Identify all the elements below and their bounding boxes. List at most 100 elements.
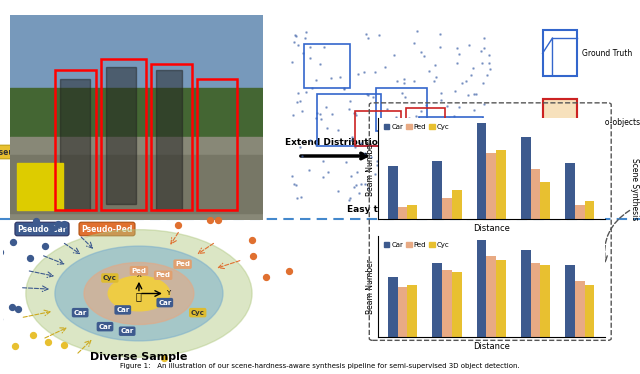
Point (478, 177, 488, 183)
Point (474, 137, 484, 142)
Point (472, 159, 483, 165)
Point (365, 154, 376, 160)
Point (470, 91, 481, 96)
Y-axis label: Beam Number: Beam Number (366, 141, 375, 196)
Bar (531, 169, 540, 219)
Point (291, 32, 301, 38)
Point (409, 77, 419, 83)
Point (298, 50, 308, 56)
Point (389, 52, 399, 58)
Point (485, 132, 495, 138)
Point (321, 104, 331, 110)
Point (53, 221, 63, 227)
Point (307, 85, 317, 91)
Point (346, 173, 356, 179)
Point (472, 158, 482, 164)
Point (58, 342, 68, 348)
Point (430, 62, 440, 68)
Text: Scene Synthesis: Scene Synthesis (630, 158, 639, 220)
Point (463, 42, 474, 47)
Point (47, 225, 57, 231)
Bar (540, 265, 550, 337)
Bar (397, 287, 408, 337)
Text: Car: Car (74, 310, 87, 316)
Point (335, 74, 345, 80)
Bar (304, 44, 350, 88)
Point (399, 76, 409, 82)
Circle shape (84, 263, 194, 325)
Point (449, 88, 460, 94)
Bar (477, 123, 486, 219)
Bar (432, 161, 442, 219)
Point (410, 171, 420, 177)
Point (295, 144, 305, 150)
Point (435, 31, 445, 37)
Point (417, 187, 428, 193)
Point (294, 98, 305, 104)
Point (296, 153, 307, 159)
Point (478, 80, 488, 86)
Point (460, 146, 470, 152)
Bar (151, 64, 191, 210)
Text: Pseudo-objects: Pseudo-objects (582, 118, 640, 127)
Point (461, 78, 472, 84)
Point (458, 80, 468, 86)
Point (479, 45, 489, 51)
Point (399, 80, 409, 86)
Point (247, 237, 257, 243)
Point (28, 332, 38, 338)
Point (292, 90, 303, 96)
Point (436, 96, 446, 102)
Bar (543, 99, 577, 145)
Point (287, 112, 298, 118)
Bar (388, 166, 397, 219)
Bar (406, 108, 445, 137)
X-axis label: Distance: Distance (473, 224, 509, 233)
Point (444, 166, 454, 172)
Bar (397, 207, 408, 219)
Point (468, 119, 478, 125)
Point (10, 343, 20, 349)
Legend: Car, Ped, Cyc: Car, Ped, Cyc (381, 239, 452, 251)
Point (346, 137, 356, 143)
Point (310, 77, 321, 83)
Point (340, 159, 351, 165)
Point (449, 113, 459, 119)
Bar (496, 150, 506, 219)
X-axis label: Distance: Distance (473, 342, 509, 351)
Point (413, 186, 424, 192)
Point (394, 159, 404, 165)
Text: Ped: Ped (175, 261, 190, 267)
Point (327, 111, 337, 117)
Point (451, 169, 461, 175)
Point (376, 187, 386, 193)
Point (484, 66, 495, 72)
Bar (452, 273, 461, 337)
Point (205, 217, 216, 223)
Point (435, 45, 445, 50)
Point (466, 72, 476, 78)
Point (477, 60, 487, 66)
Point (360, 150, 370, 156)
Bar (531, 263, 540, 337)
Point (360, 31, 371, 37)
Point (339, 86, 349, 92)
Point (31, 218, 42, 224)
Bar (432, 263, 442, 337)
Point (387, 119, 397, 125)
Bar (55, 70, 95, 210)
Point (483, 52, 493, 58)
Point (412, 28, 422, 34)
Point (488, 159, 498, 165)
Point (24, 255, 35, 261)
Bar (477, 240, 486, 337)
Point (333, 188, 343, 194)
Bar (521, 137, 531, 219)
Point (428, 134, 438, 140)
Point (291, 99, 301, 105)
Point (287, 173, 298, 179)
Point (344, 195, 355, 201)
Point (483, 157, 493, 163)
Circle shape (26, 230, 252, 357)
Point (304, 167, 314, 173)
